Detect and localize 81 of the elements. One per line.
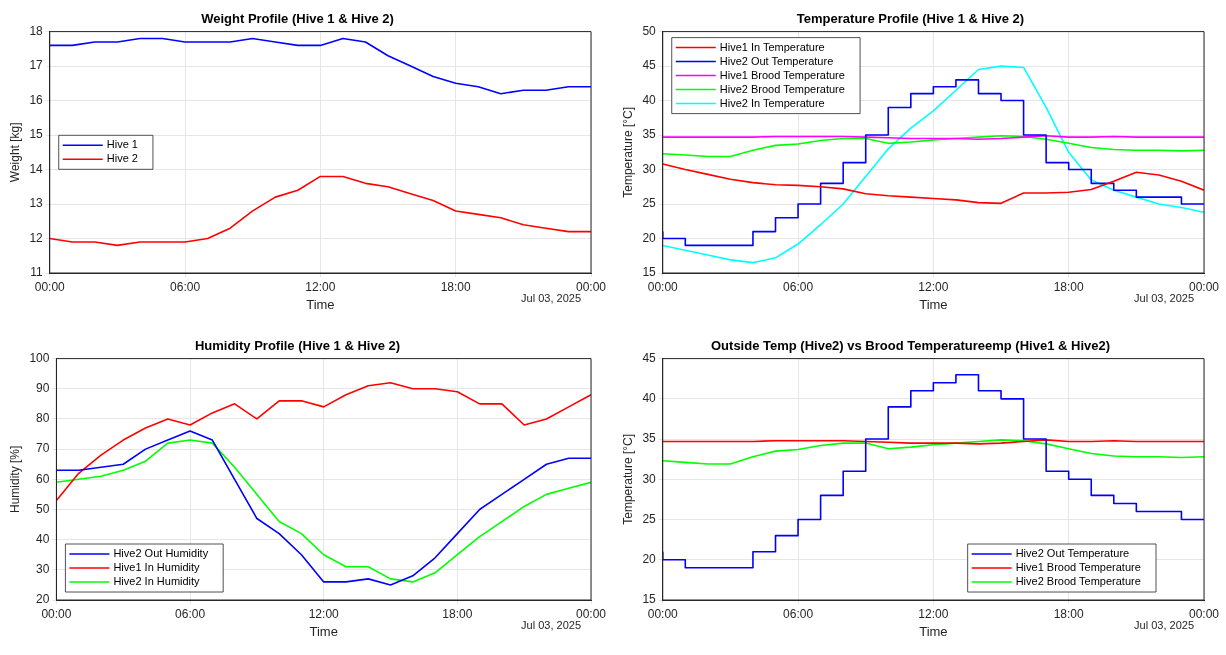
y-tick-label: 15: [29, 127, 44, 142]
legend-label: Hive 2: [106, 152, 138, 165]
y-tick-label: 30: [642, 161, 657, 176]
y-tick-label: 45: [642, 350, 657, 365]
legend-label: Hive2 Out Temperature: [1015, 547, 1130, 560]
y-tick-label: 50: [642, 23, 657, 38]
y-tick-label: 40: [36, 531, 50, 546]
x-tick-label: 12:00: [918, 606, 949, 621]
legend-label: Hive2 Brood Temperature: [719, 82, 845, 95]
y-tick-label: 14: [29, 161, 44, 176]
y-tick-label: 40: [642, 92, 657, 107]
text: Jul 03, 2025: [1134, 618, 1194, 631]
y-tick-label: 70: [36, 441, 50, 456]
legend-label: Hive2 Out Temperature: [719, 54, 834, 67]
x-tick-label: 00:00: [575, 606, 607, 621]
x-tick-label: 00:00: [1188, 279, 1220, 294]
legend-label: Hive1 Brood Temperature: [1015, 561, 1141, 574]
x-tick-label: 00:00: [647, 279, 679, 294]
y-tick-label: 30: [642, 471, 657, 486]
y-tick-label: 30: [36, 562, 50, 577]
y-tick-label: 90: [36, 381, 50, 396]
legend-label: Hive 1: [106, 138, 138, 151]
chart-title: Weight Profile (Hive 1 & Hive 2): [201, 11, 394, 27]
y-tick-label: 13: [29, 196, 44, 211]
x-tick-label: 00:00: [575, 279, 607, 294]
x-tick-label: 12:00: [305, 279, 336, 294]
y-tick-label: 12: [29, 230, 44, 245]
x-axis-title: Time: [919, 623, 948, 639]
y-tick-label: 25: [642, 511, 657, 526]
y-tick-label: 15: [642, 265, 657, 280]
y-axis-title: Temperature [°C]: [620, 106, 635, 198]
y-axis-title: Temperature [°C]: [620, 433, 635, 525]
y-tick-label: 16: [29, 92, 44, 107]
x-tick-label: 00:00: [41, 606, 72, 621]
y-tick-label: 35: [642, 431, 657, 446]
y-tick-label: 20: [36, 592, 50, 607]
x-tick-label: 00:00: [647, 606, 679, 621]
y-tick-label: 11: [30, 265, 44, 280]
x-tick-label: 12:00: [918, 279, 949, 294]
chart-title: Outside Temp (Hive2) vs Brood Temperatureemp (Hive1 & Hive2): [710, 338, 1111, 354]
y-tick-label: 15: [642, 592, 657, 607]
y-tick-label: 25: [642, 196, 657, 211]
y-tick-label: 80: [36, 411, 50, 426]
y-tick-label: 17: [29, 58, 44, 73]
x-tick-label: 12:00: [308, 606, 340, 621]
y-tick-label: 18: [29, 23, 44, 38]
legend-label: Hive1 Brood Temperature: [719, 68, 845, 81]
x-tick-label: 18:00: [440, 279, 472, 294]
y-tick-label: 35: [642, 127, 657, 142]
legend-label: Hive2 Out Humidity: [113, 547, 209, 560]
x-tick-label: 00:00: [1188, 606, 1220, 621]
x-axis-title: Time: [306, 296, 335, 312]
x-tick-label: 06:00: [783, 606, 814, 621]
x-tick-label: 06:00: [175, 606, 206, 621]
text: Jul 03, 2025: [521, 618, 581, 631]
y-tick-label: 20: [642, 552, 657, 567]
chart-title: Temperature Profile (Hive 1 & Hive 2): [796, 11, 1025, 27]
x-tick-label: 18:00: [1053, 606, 1085, 621]
legend-label: Hive1 In Humidity: [113, 561, 201, 574]
y-axis-title: Humidity [%]: [7, 445, 22, 513]
legend-label: Hive2 In Temperature: [719, 96, 825, 109]
x-tick-label: 00:00: [34, 279, 66, 294]
text: Jul 03, 2025: [521, 291, 581, 304]
x-tick-label: 06:00: [170, 279, 201, 294]
x-tick-label: 06:00: [783, 279, 814, 294]
x-tick-label: 18:00: [1053, 279, 1085, 294]
y-tick-label: 45: [642, 58, 657, 73]
y-tick-label: 60: [36, 471, 50, 486]
x-axis-title: Time: [309, 623, 338, 639]
y-tick-label: 20: [642, 230, 657, 245]
legend-label: Hive2 In Humidity: [113, 575, 201, 588]
y-tick-label: 100: [29, 350, 50, 365]
x-tick-label: 18:00: [442, 606, 473, 621]
x-axis-title: Time: [919, 296, 948, 312]
legend-label: Hive1 In Temperature: [719, 40, 825, 53]
chart-title: Humidity Profile (Hive 1 & Hive 2): [194, 338, 401, 354]
y-tick-label: 50: [36, 501, 50, 516]
text: Jul 03, 2025: [1134, 291, 1194, 304]
legend-label: Hive2 Brood Temperature: [1015, 575, 1141, 588]
y-axis-title: Weight [kg]: [7, 122, 22, 183]
y-tick-label: 40: [642, 391, 657, 406]
